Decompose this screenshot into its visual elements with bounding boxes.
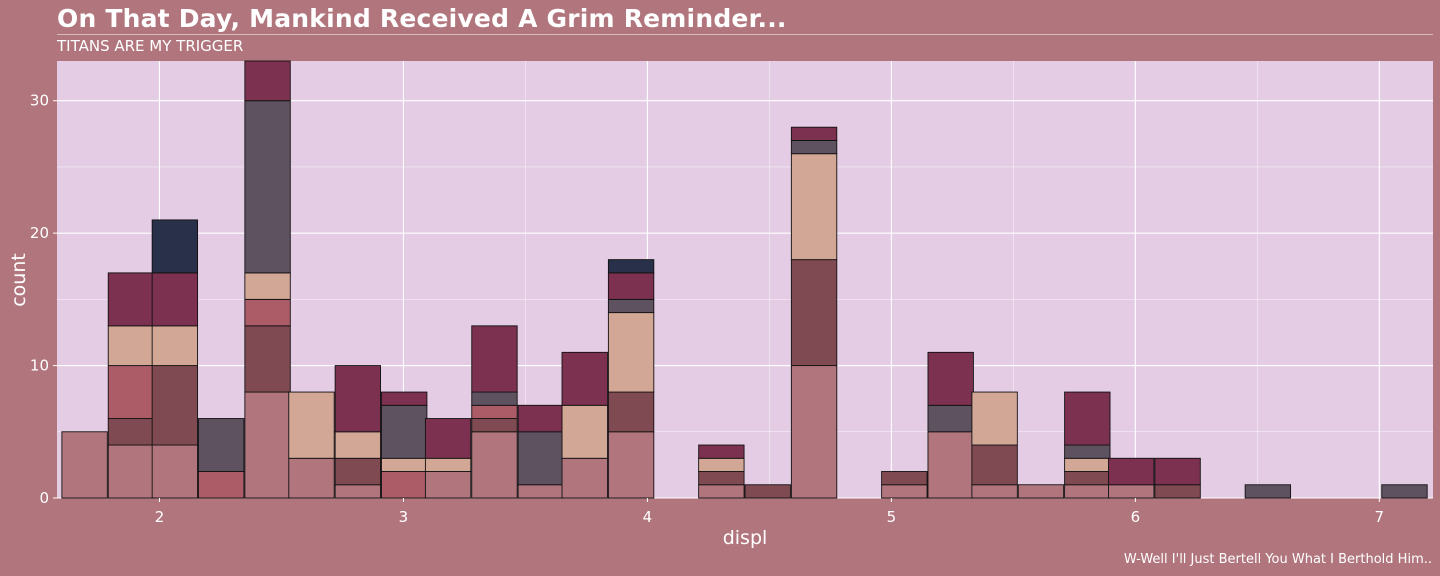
x-tick-label: 6: [1131, 508, 1141, 526]
y-tick-label: 20: [30, 224, 49, 242]
histogram-bar-segment: [424, 457, 472, 472]
histogram-bar-segment: [244, 272, 291, 300]
histogram-bar-segment: [790, 365, 838, 499]
histogram-bar-segment: [607, 312, 655, 393]
histogram-bar-segment: [107, 418, 155, 446]
histogram-bar-segment: [107, 272, 155, 327]
histogram-bar-segment: [244, 298, 291, 327]
histogram-bar-segment: [107, 325, 155, 367]
histogram-bar-segment: [790, 259, 838, 367]
histogram-bar-segment: [1064, 471, 1111, 486]
histogram-bar-segment: [381, 471, 428, 499]
histogram-bar-segment: [151, 219, 199, 274]
y-axis-ticks: 0 10 20 30: [30, 92, 57, 507]
x-tick-label: 3: [399, 508, 409, 526]
histogram-bar-segment: [381, 391, 428, 406]
histogram-bar-segment: [1064, 391, 1111, 446]
histogram-bar-segment: [471, 431, 518, 499]
histogram-bar-segment: [334, 457, 382, 486]
histogram-bar-segment: [607, 431, 655, 499]
x-tick-label: 5: [887, 508, 897, 526]
histogram-bar-segment: [698, 457, 745, 472]
y-axis-label: count: [8, 253, 30, 307]
histogram-bar-segment: [381, 404, 428, 459]
histogram-bar-segment: [1381, 484, 1428, 499]
histogram-bar-segment: [107, 365, 155, 419]
histogram-bar-segment: [561, 351, 608, 406]
histogram-bar-segment: [517, 484, 564, 499]
histogram-bar-segment: [790, 153, 838, 261]
histogram-bar-segment: [471, 404, 518, 419]
histogram-bar-segment: [244, 60, 291, 102]
histogram-bar-segment: [927, 351, 974, 406]
histogram-bar-segment: [561, 457, 608, 499]
histogram-bar-segment: [1154, 484, 1201, 499]
histogram-bar-segment: [881, 484, 928, 499]
histogram-bar-segment: [1017, 484, 1065, 499]
histogram-bar-segment: [927, 404, 974, 433]
histogram-bar-segment: [1108, 457, 1155, 486]
histogram-bar-segment: [471, 391, 518, 406]
histogram-bar-segment: [198, 418, 245, 472]
histogram-bar-segment: [471, 325, 518, 393]
x-axis-label: displ: [723, 527, 768, 549]
histogram-bar-segment: [198, 471, 245, 499]
histogram-bar-segment: [561, 404, 608, 459]
histogram-bar-segment: [1154, 457, 1201, 486]
histogram-bar-segment: [151, 365, 199, 446]
histogram-bar-segment: [244, 325, 291, 393]
histogram-bar-segment: [1108, 484, 1155, 499]
x-axis-ticks: 2 3 4 5 6 7: [155, 498, 1384, 526]
histogram-bar-segment: [1064, 484, 1111, 499]
histogram-bar-segment: [334, 484, 382, 499]
x-tick-label: 7: [1375, 508, 1385, 526]
histogram-bar-segment: [698, 444, 745, 459]
histogram-bar-segment: [1064, 444, 1111, 459]
histogram-bar-segment: [244, 391, 291, 499]
chart-caption: W-Well I'll Just Bertell You What I Bert…: [1123, 552, 1432, 567]
histogram-bar-segment: [790, 126, 838, 141]
histogram-bar-segment: [607, 298, 655, 314]
histogram-bar-segment: [244, 100, 291, 274]
histogram-bar-segment: [517, 404, 564, 433]
histogram-bar-segment: [698, 484, 745, 499]
histogram-bar-segment: [971, 444, 1018, 486]
histogram-bar-segment: [517, 431, 564, 486]
x-tick-label: 4: [643, 508, 653, 526]
y-tick-label: 30: [30, 92, 49, 110]
histogram-bar-segment: [334, 365, 382, 433]
histogram-bar-segment: [288, 457, 335, 499]
y-tick-label: 10: [30, 357, 49, 375]
histogram-bar-segment: [1064, 457, 1111, 472]
histogram-bar-segment: [151, 272, 199, 327]
histogram-bar-segment: [151, 325, 199, 367]
chart-subtitle: TITANS ARE MY TRIGGER: [57, 37, 244, 55]
histogram-bar-segment: [607, 391, 655, 433]
histogram-bar-segment: [971, 391, 1018, 446]
histogram-bar-segment: [471, 418, 518, 433]
histogram-bar-segment: [381, 457, 428, 472]
histogram-bar-segment: [107, 444, 155, 499]
histogram-bar-segment: [1244, 484, 1292, 499]
histogram-bar-segment: [927, 431, 974, 499]
chart-title: On That Day, Mankind Received A Grim Rem…: [57, 4, 787, 33]
x-tick-label: 2: [155, 508, 165, 526]
histogram-bar-segment: [334, 431, 382, 459]
histogram-bar-segment: [971, 484, 1018, 499]
histogram-bar-segment: [607, 259, 655, 274]
histogram-bar-segment: [151, 444, 199, 499]
histogram-bar-segment: [744, 484, 791, 499]
histogram-bar-segment: [61, 431, 108, 499]
histogram-bar-segment: [288, 391, 335, 459]
histogram-bars: [61, 60, 1428, 499]
histogram-bar-segment: [607, 272, 655, 300]
histogram-bar-segment: [881, 471, 928, 486]
histogram-bar-segment: [424, 471, 472, 499]
y-tick-label: 0: [39, 489, 49, 507]
histogram-bar-segment: [424, 418, 472, 459]
histogram-bar-segment: [790, 140, 838, 155]
histogram-bar-segment: [698, 471, 745, 486]
